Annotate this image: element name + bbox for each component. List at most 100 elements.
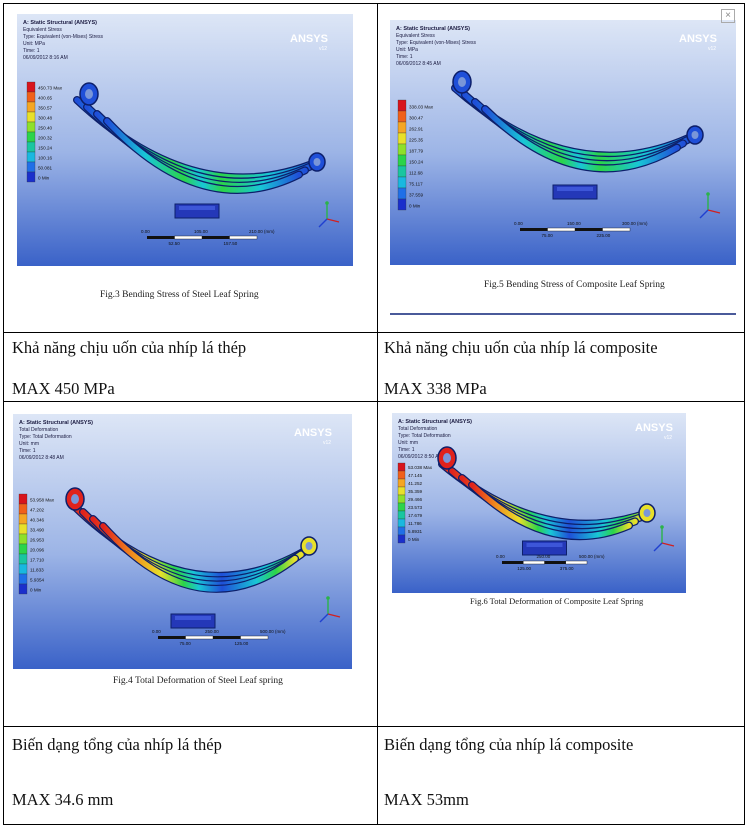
spring-eye-right-hole xyxy=(691,131,699,139)
scale-label: 105.00 xyxy=(194,229,208,234)
header-line: Unit: mm xyxy=(19,441,39,447)
composite-stress-figure: A: Static Structural (ANSYS) Equivalent S… xyxy=(390,20,736,265)
header-line: Unit: MPa xyxy=(396,47,418,53)
axis-x-icon xyxy=(327,613,341,618)
legend-swatch xyxy=(397,110,407,123)
steel-deformation-figure-caption: Fig.4 Total Deformation of Steel Leaf sp… xyxy=(113,676,283,686)
header-line: A: Static Structural (ANSYS) xyxy=(398,419,472,425)
header-line: Unit: MPa xyxy=(23,41,45,47)
legend-value: 47.145 xyxy=(408,473,422,478)
scale-seg xyxy=(502,561,524,564)
legend-value: 5.9354 xyxy=(30,578,44,583)
scale-seg xyxy=(174,235,203,240)
scale-label: 125.00 xyxy=(235,641,249,646)
legend-value: 11.786 xyxy=(408,521,422,526)
legend-value: 187.79 xyxy=(409,148,423,153)
header-line: A: Static Structural (ANSYS) xyxy=(19,420,93,426)
legend-swatch xyxy=(397,187,407,200)
ansys-logo: ANSYS xyxy=(635,422,673,434)
header-line: Time: 1 xyxy=(396,54,413,60)
legend-value: 0 Min xyxy=(38,176,50,181)
column-divider xyxy=(377,4,378,824)
center-clamp-top xyxy=(557,187,593,191)
center-clamp-top xyxy=(526,543,563,547)
header-line: Time: 1 xyxy=(398,447,415,453)
scale-seg xyxy=(602,227,631,232)
header-line: Type: Total Deformation xyxy=(19,434,72,440)
legend-swatch xyxy=(26,171,36,183)
scale-label: 0.00 xyxy=(141,229,150,234)
legend-swatch xyxy=(26,121,36,133)
scale-label: 250.00 xyxy=(537,554,551,559)
header-line: Total Deformation xyxy=(398,426,437,432)
scale-seg xyxy=(544,561,566,564)
viewport-background xyxy=(392,413,686,593)
legend-value: 50.081 xyxy=(38,166,52,171)
fea-render: A: Static Structural (ANSYS)Equivalent S… xyxy=(390,20,736,265)
legend-swatch xyxy=(397,470,406,480)
legend-swatch xyxy=(26,131,36,143)
legend-swatch xyxy=(26,141,36,153)
legend-value: 5.8931 xyxy=(408,529,422,534)
legend-value: 20.096 xyxy=(30,548,44,553)
viewport-background xyxy=(13,414,352,669)
composite-stress-underline xyxy=(390,313,736,315)
legend-swatch xyxy=(397,534,406,544)
ansys-version: v12 xyxy=(664,435,672,441)
legend-swatch xyxy=(18,503,28,515)
legend-value: 300.48 xyxy=(38,116,52,121)
legend-value: 350.57 xyxy=(38,106,52,111)
scale-label: 225.00 xyxy=(597,233,611,238)
row-divider-2 xyxy=(4,401,744,402)
composite-deformation-max: MAX 53mm xyxy=(384,790,469,809)
legend-value: 400.65 xyxy=(38,96,52,101)
scale-label: 75.00 xyxy=(180,641,192,646)
scale-seg xyxy=(202,236,230,239)
legend-swatch xyxy=(26,151,36,163)
fea-render: A: Static Structural (ANSYS)Total Deform… xyxy=(392,413,686,593)
row-divider-3 xyxy=(4,726,744,727)
legend-swatch xyxy=(397,143,407,156)
axis-dot xyxy=(325,201,329,205)
header-line: Total Deformation xyxy=(19,427,58,433)
legend-value: 150.24 xyxy=(409,159,423,164)
legend-swatch xyxy=(397,478,406,488)
axis-z-icon xyxy=(699,209,709,219)
scale-label: 0.00 xyxy=(514,221,523,226)
legend-value: 37.559 xyxy=(409,192,423,197)
legend-swatch xyxy=(397,154,407,167)
scale-seg xyxy=(523,560,545,565)
spring-eye-left-hole xyxy=(71,494,79,504)
legend-swatch xyxy=(397,486,406,496)
ansys-version: v12 xyxy=(323,440,331,446)
axis-z-icon xyxy=(318,218,328,228)
legend-value: 53.038 Max xyxy=(408,465,433,470)
scale-seg xyxy=(185,635,214,640)
ansys-logo: ANSYS xyxy=(290,33,328,45)
scale-label: 0.00 xyxy=(152,629,161,634)
legend-value: 53.958 Max xyxy=(30,498,55,503)
legend-swatch xyxy=(18,513,28,525)
header-line: Equivalent Stress xyxy=(23,27,62,33)
axis-x-icon xyxy=(707,209,721,214)
scale-seg xyxy=(565,560,588,565)
legend-swatch xyxy=(397,510,406,520)
legend-value: 300.47 xyxy=(409,115,423,120)
scale-seg xyxy=(147,236,175,239)
legend-swatch xyxy=(18,523,28,535)
center-clamp-top xyxy=(179,206,215,210)
legend-value: 225.35 xyxy=(409,137,423,142)
legend-swatch xyxy=(18,553,28,565)
axis-dot xyxy=(706,192,710,196)
legend-value: 23.573 xyxy=(408,505,422,510)
legend-swatch xyxy=(26,101,36,113)
scale-label: 300.00 (mm) xyxy=(622,221,648,226)
header-line: A: Static Structural (ANSYS) xyxy=(396,26,470,32)
legend-value: 47.202 xyxy=(30,508,44,513)
scale-seg xyxy=(547,227,576,232)
header-line: 06/09/2012 8:45 AM xyxy=(396,61,441,67)
legend-value: 112.68 xyxy=(409,170,423,175)
legend-swatch xyxy=(397,502,406,512)
leaf-spring xyxy=(100,523,298,592)
legend-swatch xyxy=(397,462,406,472)
